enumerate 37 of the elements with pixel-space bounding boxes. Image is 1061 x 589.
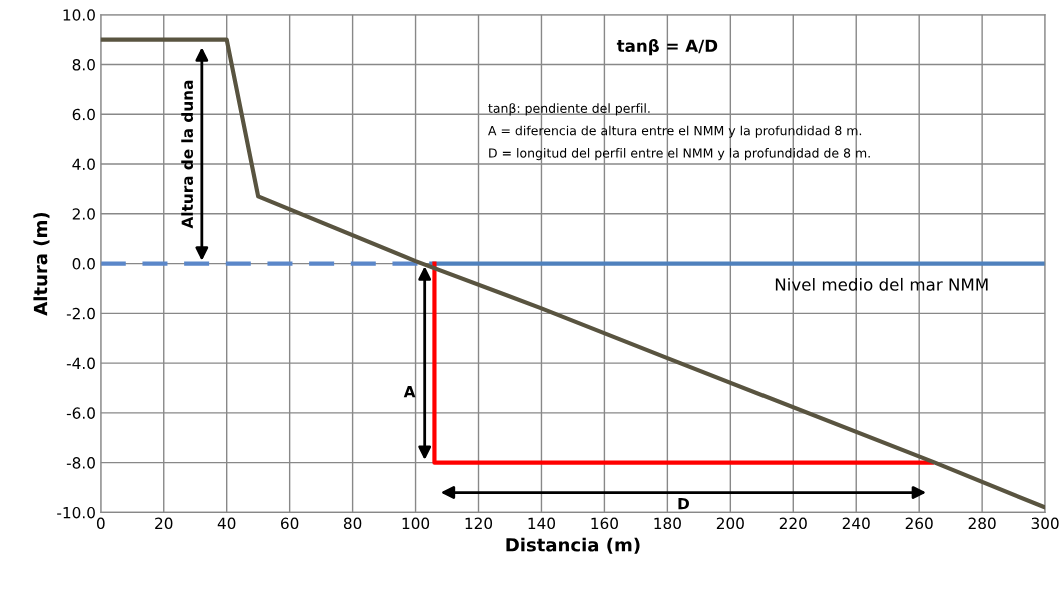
y-tick-label: 2.0 xyxy=(72,208,95,220)
y-tick-label: -4.0 xyxy=(66,357,95,370)
x-tick-label: 0 xyxy=(96,517,105,530)
x-tick-label: 120 xyxy=(465,517,493,530)
annotation: Nivel medio del mar NMM xyxy=(775,277,988,291)
annotation: D = longitud del perfil entre el NMM y la profundidad de 8 m. xyxy=(489,148,870,161)
annotation: tanβ = A/D xyxy=(616,38,718,56)
annotation: Altura de la duna xyxy=(181,80,194,229)
x-tick-label: 300 xyxy=(1031,517,1059,530)
x-tick-label: 280 xyxy=(968,517,996,530)
x-tick-label: 40 xyxy=(217,517,236,530)
y-tick-label: 4.0 xyxy=(72,158,95,171)
x-tick-label: 200 xyxy=(716,517,744,530)
y-tick-label: 10.0 xyxy=(63,9,95,21)
y-tick-label: -6.0 xyxy=(66,407,95,419)
x-tick-label: 100 xyxy=(402,517,430,530)
y-tick-label: -2.0 xyxy=(66,307,95,320)
x-axis-title: Distancia (m) xyxy=(506,537,640,554)
x-tick-label: 80 xyxy=(343,517,362,530)
annotation: tanβ: pendiente del perfil. xyxy=(488,103,650,116)
annotation: D xyxy=(678,498,689,510)
x-tick-label: 140 xyxy=(528,517,556,530)
y-tick-label: -10.0 xyxy=(57,506,95,519)
y-tick-label: 0.0 xyxy=(72,258,95,270)
annotation: A = diferencia de altura entre el NMM y la profundidad 8 m. xyxy=(488,125,862,138)
y-axis-title: Altura (m) xyxy=(33,212,50,316)
x-tick-label: 240 xyxy=(842,517,870,530)
x-tick-label: 20 xyxy=(155,517,173,530)
annotation: A xyxy=(403,386,416,398)
x-tick-label: 60 xyxy=(281,517,299,530)
x-tick-label: 180 xyxy=(654,517,681,530)
x-tick-label: 160 xyxy=(591,517,618,530)
y-tick-label: 8.0 xyxy=(72,58,95,71)
y-tick-label: -8.0 xyxy=(66,457,95,469)
x-tick-label: 220 xyxy=(779,517,807,530)
x-tick-label: 260 xyxy=(905,517,933,530)
y-tick-label: 6.0 xyxy=(72,108,95,121)
